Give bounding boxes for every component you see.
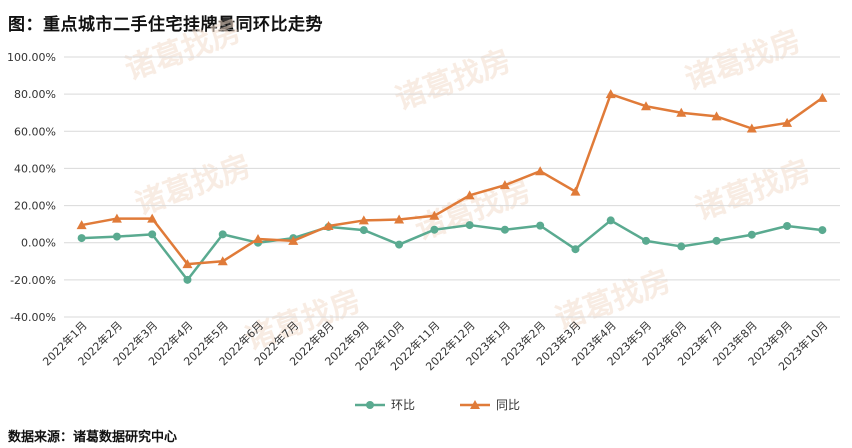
data-point (182, 259, 193, 269)
data-point (746, 123, 757, 133)
data-point (430, 225, 439, 234)
data-point (782, 117, 793, 127)
series-line-同比 (81, 92, 824, 266)
data-point (677, 242, 686, 251)
data-point (465, 221, 474, 230)
watermark-text: 诸葛找房 (691, 154, 816, 228)
data-point (783, 222, 792, 230)
data-point (112, 232, 121, 241)
y-tick-label: 80.00% (14, 88, 56, 101)
data-point (218, 230, 227, 239)
data-point (217, 256, 228, 266)
data-point (535, 166, 546, 176)
data-point (464, 190, 475, 200)
data-point (606, 216, 615, 225)
data-point (642, 236, 650, 245)
data-point (394, 214, 405, 224)
data-point (747, 230, 756, 239)
data-point (605, 89, 616, 99)
data-point (676, 107, 687, 117)
legend-marker (366, 401, 374, 409)
data-point (288, 235, 299, 245)
legend-marker (470, 400, 480, 409)
y-tick-label: -20.00% (10, 274, 56, 287)
data-point (323, 221, 334, 230)
data-point (711, 111, 722, 121)
watermark-text: 诸葛找房 (391, 44, 516, 118)
y-tick-label: 20.00% (14, 200, 56, 213)
y-tick-label: 100.00% (7, 51, 56, 64)
data-point (76, 220, 87, 230)
watermark-text: 诸葛找房 (131, 149, 256, 223)
data-source-note: 数据来源：诸葛数据研究中心 (8, 430, 178, 445)
data-point (818, 226, 827, 235)
y-tick-label: 40.00% (14, 162, 56, 175)
legend-label: 环比 (391, 398, 415, 412)
data-point (358, 215, 369, 225)
data-point (359, 226, 368, 235)
chart-legend: 环比 同比 (355, 398, 520, 412)
data-point (77, 234, 86, 243)
watermark-text: 诸葛找房 (121, 14, 246, 88)
data-point (499, 180, 510, 190)
data-point (817, 92, 828, 102)
data-point (570, 186, 581, 196)
data-point (147, 213, 158, 223)
data-point (641, 101, 651, 111)
chart-series (76, 89, 828, 284)
series-line-环比 (81, 219, 823, 282)
legend-label: 同比 (496, 398, 520, 412)
data-point (500, 225, 509, 234)
y-tick-label: 60.00% (14, 125, 56, 138)
data-point (571, 245, 580, 254)
data-point (429, 210, 440, 220)
data-point (712, 236, 721, 245)
page-title: 图：重点城市二手住宅挂牌量同环比走势 (8, 15, 323, 35)
y-tick-label: -40.00% (10, 311, 56, 324)
y-tick-label: 0.00% (21, 237, 56, 250)
data-point (395, 240, 404, 249)
watermark-text: 诸葛找房 (411, 174, 536, 248)
data-point (148, 230, 157, 239)
data-point (183, 275, 192, 284)
data-point (111, 213, 122, 223)
watermark-text: 诸葛找房 (681, 24, 806, 98)
data-point (536, 221, 545, 230)
y-axis-tick-labels: 100.00% 80.00% 60.00% 40.00% 20.00% 0.00% -20.… (7, 51, 56, 324)
data-point (253, 234, 263, 243)
x-axis-tick-labels: 2022年1月2022年2月2022年3月2022年4月2022年5月2022年… (40, 318, 831, 373)
